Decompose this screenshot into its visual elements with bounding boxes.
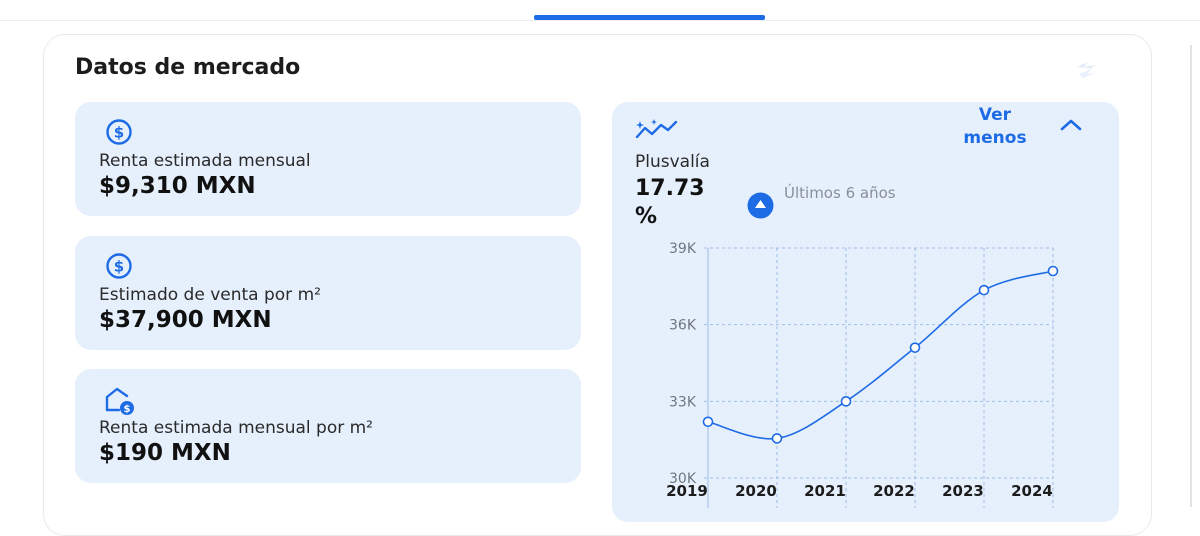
- plusvalia-period: Últimos 6 años: [784, 184, 896, 202]
- x-tick-label: 2022: [873, 482, 915, 500]
- y-tick-label: 36K: [669, 318, 697, 334]
- plusvalia-value: 17.73 %: [635, 176, 705, 229]
- x-tick-label: 2023: [942, 482, 984, 500]
- scrollbar-track[interactable]: [1190, 45, 1192, 507]
- data-point[interactable]: [978, 284, 990, 296]
- stat-card-sale-per-m2: $ Estimado de venta por m² $37,900 MXN: [75, 236, 581, 350]
- data-point[interactable]: [1047, 265, 1059, 277]
- top-divider: [0, 20, 1200, 21]
- dollar-circle-icon: $: [106, 119, 132, 145]
- plusvalia-panel: Ver menos Plusvalía 17.73 % Últimos 6 añ…: [612, 102, 1119, 522]
- stat-value: $9,310 MXN: [99, 173, 256, 199]
- svg-text:$: $: [124, 404, 131, 415]
- arrow-up-badge-icon: [747, 192, 774, 219]
- stat-label: Renta estimada mensual por m²: [99, 418, 373, 438]
- data-point[interactable]: [771, 433, 783, 444]
- stat-card-monthly-rent: $ Renta estimada mensual $9,310 MXN: [75, 102, 581, 216]
- y-tick-label: 30K: [669, 471, 697, 487]
- data-point[interactable]: [702, 416, 714, 428]
- plusvalia-label: Plusvalía: [635, 152, 710, 172]
- dollar-circle-icon: $: [106, 253, 132, 279]
- ver-menos-button[interactable]: Ver menos: [963, 105, 1027, 148]
- series-line: [707, 270, 1054, 440]
- x-tick-label: 2020: [735, 482, 777, 500]
- sparkle-icon: [1077, 62, 1096, 78]
- data-point[interactable]: [909, 342, 921, 353]
- stat-label: Renta estimada mensual: [99, 151, 311, 171]
- stat-card-rent-per-m2: $ Renta estimada mensual por m² $190 MXN: [75, 369, 581, 483]
- chevron-up-icon[interactable]: [1058, 116, 1084, 134]
- plusvalia-line-chart: 30K 33K 36K 39K 2019 2020 2021 2022 2023 2024: [666, 241, 1059, 508]
- x-tick-label: 2021: [804, 482, 846, 500]
- stat-value: $190 MXN: [99, 440, 231, 466]
- x-tick-label: 2019: [666, 482, 708, 500]
- data-point[interactable]: [840, 396, 852, 407]
- active-tab-indicator: [534, 15, 765, 20]
- svg-text:$: $: [114, 258, 124, 276]
- stat-label: Estimado de venta por m²: [99, 285, 321, 305]
- trend-sparkle-icon: [635, 119, 678, 139]
- stat-value: $37,900 MXN: [99, 307, 272, 333]
- svg-text:$: $: [114, 124, 124, 142]
- y-tick-label: 39K: [669, 241, 697, 257]
- house-dollar-icon: $: [105, 387, 134, 415]
- y-tick-label: 33K: [669, 394, 697, 410]
- section-title: Datos de mercado: [75, 55, 301, 80]
- x-tick-label: 2024: [1011, 482, 1053, 500]
